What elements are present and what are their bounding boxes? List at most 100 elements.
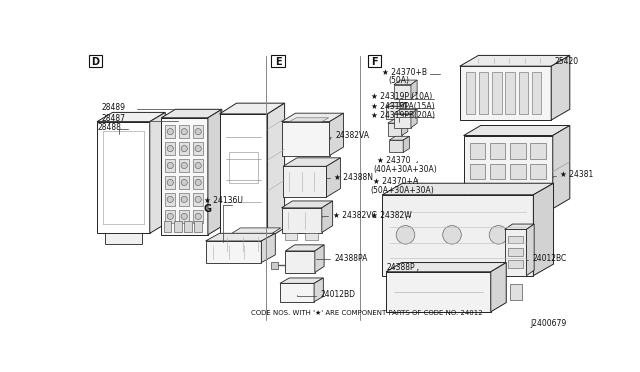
Circle shape	[195, 163, 202, 169]
Text: J2400679: J2400679	[531, 319, 566, 328]
Polygon shape	[386, 272, 491, 312]
Polygon shape	[280, 278, 323, 283]
Polygon shape	[314, 278, 323, 302]
Polygon shape	[402, 119, 408, 135]
Text: 24388P: 24388P	[386, 263, 415, 272]
Text: ★ 24370+A: ★ 24370+A	[373, 177, 418, 186]
Polygon shape	[97, 122, 150, 233]
Polygon shape	[510, 164, 525, 179]
Polygon shape	[268, 103, 285, 239]
Polygon shape	[97, 112, 165, 122]
Polygon shape	[205, 241, 261, 263]
Polygon shape	[403, 136, 410, 153]
Polygon shape	[305, 232, 318, 240]
Polygon shape	[282, 208, 322, 232]
Polygon shape	[491, 263, 506, 312]
Text: G: G	[203, 203, 211, 214]
Polygon shape	[470, 185, 485, 200]
Circle shape	[443, 225, 461, 244]
Polygon shape	[165, 142, 175, 155]
Polygon shape	[463, 125, 570, 135]
Text: ★ 24319PB(20A): ★ 24319PB(20A)	[371, 111, 435, 120]
Polygon shape	[490, 143, 506, 158]
Text: E: E	[275, 57, 282, 67]
Polygon shape	[394, 114, 411, 128]
Polygon shape	[389, 140, 403, 153]
Circle shape	[167, 196, 173, 202]
Polygon shape	[179, 193, 189, 206]
Polygon shape	[411, 80, 417, 99]
Circle shape	[181, 129, 188, 135]
Polygon shape	[179, 159, 189, 172]
Polygon shape	[105, 233, 142, 244]
Text: 28488: 28488	[97, 123, 121, 132]
Polygon shape	[508, 260, 524, 268]
Polygon shape	[285, 232, 297, 240]
Text: D: D	[92, 57, 99, 67]
Polygon shape	[505, 224, 534, 230]
Polygon shape	[510, 185, 525, 200]
Polygon shape	[282, 122, 330, 155]
Polygon shape	[205, 233, 275, 241]
Text: ★ 24136U: ★ 24136U	[204, 196, 243, 205]
Polygon shape	[479, 73, 488, 114]
Circle shape	[195, 196, 202, 202]
Polygon shape	[193, 176, 204, 189]
Polygon shape	[505, 230, 527, 276]
Text: 24012BD: 24012BD	[320, 291, 355, 299]
Polygon shape	[193, 125, 204, 138]
Polygon shape	[532, 73, 541, 114]
Polygon shape	[271, 262, 278, 269]
Polygon shape	[460, 66, 551, 120]
Polygon shape	[394, 85, 411, 99]
Polygon shape	[220, 114, 268, 239]
Polygon shape	[165, 210, 175, 222]
Circle shape	[167, 179, 173, 186]
Polygon shape	[179, 142, 189, 155]
Polygon shape	[194, 221, 202, 232]
Polygon shape	[389, 136, 410, 140]
Polygon shape	[382, 183, 554, 195]
Polygon shape	[220, 103, 285, 114]
Circle shape	[181, 196, 188, 202]
Circle shape	[167, 213, 173, 219]
Circle shape	[167, 129, 173, 135]
Polygon shape	[531, 164, 546, 179]
Polygon shape	[510, 143, 525, 158]
Polygon shape	[326, 158, 340, 197]
Polygon shape	[285, 245, 324, 251]
Polygon shape	[394, 80, 417, 85]
Polygon shape	[518, 73, 528, 114]
Bar	[88, 55, 102, 67]
Polygon shape	[179, 210, 189, 222]
Polygon shape	[527, 224, 534, 276]
Polygon shape	[386, 106, 400, 119]
Polygon shape	[394, 109, 417, 114]
Polygon shape	[283, 166, 326, 197]
Text: 28487: 28487	[102, 114, 125, 123]
Text: ★ 24370: ★ 24370	[377, 155, 410, 165]
Polygon shape	[282, 201, 333, 208]
Polygon shape	[161, 109, 222, 118]
Bar	[271, 55, 285, 67]
Polygon shape	[223, 228, 281, 239]
Text: ★ 24319PA(15A): ★ 24319PA(15A)	[371, 102, 435, 111]
Circle shape	[167, 163, 173, 169]
Polygon shape	[388, 119, 408, 123]
Circle shape	[181, 179, 188, 186]
Polygon shape	[280, 283, 314, 302]
Polygon shape	[165, 159, 175, 172]
Polygon shape	[508, 235, 524, 243]
Polygon shape	[208, 109, 222, 235]
Text: ★ 24319P (10A): ★ 24319P (10A)	[371, 93, 432, 102]
Polygon shape	[165, 176, 175, 189]
Text: (50A): (50A)	[388, 76, 410, 84]
Polygon shape	[261, 233, 275, 263]
Polygon shape	[470, 164, 485, 179]
Polygon shape	[193, 193, 204, 206]
Text: 24388PA: 24388PA	[334, 254, 367, 263]
Circle shape	[489, 225, 508, 244]
Polygon shape	[165, 193, 175, 206]
Text: ★ 24382W: ★ 24382W	[371, 211, 412, 220]
Text: 28489: 28489	[102, 103, 125, 112]
